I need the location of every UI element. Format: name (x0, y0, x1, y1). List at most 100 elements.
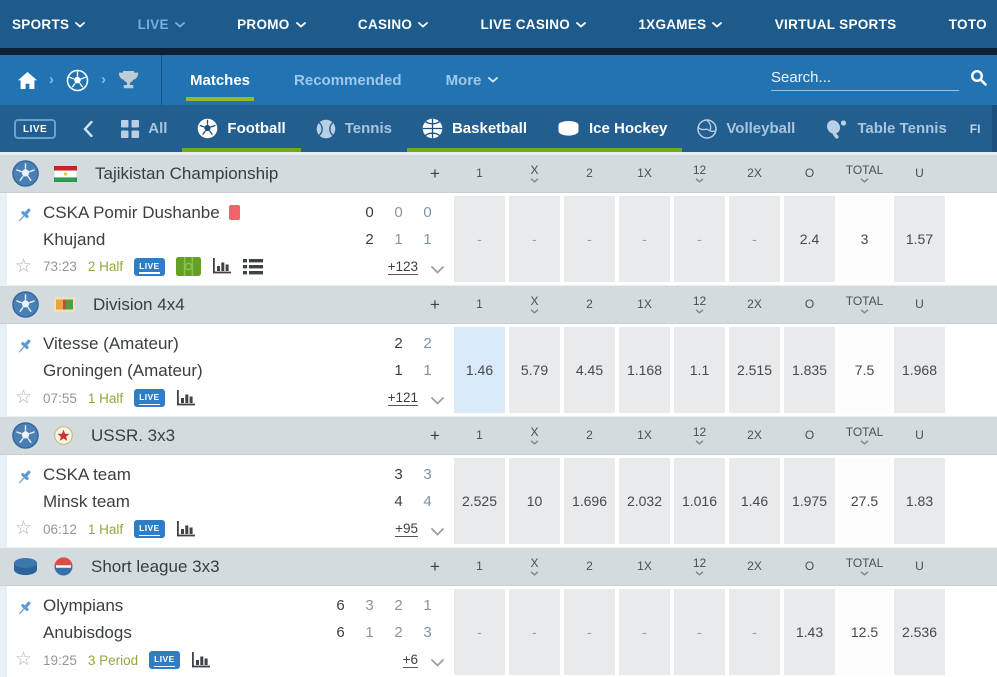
list-icon[interactable] (242, 258, 263, 275)
odds-cell-2x[interactable]: - (729, 196, 780, 282)
odds-col-header-2x[interactable]: 2X (727, 296, 782, 314)
chart-icon[interactable] (176, 389, 196, 407)
odds-col-header-1x[interactable]: 1X (617, 165, 672, 183)
chart-icon[interactable] (191, 651, 211, 669)
odds-cell-12[interactable]: - (674, 589, 725, 675)
odds-col-header-12[interactable]: 12 (672, 557, 727, 576)
odds-col-header-u[interactable]: U (892, 296, 947, 314)
expand-chevron-icon[interactable] (431, 266, 444, 274)
odds-cell-12[interactable]: - (674, 196, 725, 282)
odds-col-header-o[interactable]: O (782, 427, 837, 445)
odds-cell-1[interactable]: 2.525 (454, 458, 505, 544)
odds-col-header-12[interactable]: 12 (672, 426, 727, 445)
odds-cell-2[interactable]: - (564, 196, 615, 282)
odds-col-header-1[interactable]: 1 (452, 427, 507, 445)
odds-col-header-2x[interactable]: 2X (727, 558, 782, 576)
odds-cell-2[interactable]: 1.696 (564, 458, 615, 544)
odds-col-header-x[interactable]: X (507, 164, 562, 183)
odds-col-header-2[interactable]: 2 (562, 296, 617, 314)
odds-col-header-total[interactable]: TOTAL (837, 426, 892, 445)
odds-cell-1x[interactable]: 2.032 (619, 458, 670, 544)
football-icon[interactable] (66, 69, 89, 92)
pin-icon[interactable] (15, 468, 36, 489)
sport-tab-table-tennis[interactable]: Table Tennis (810, 105, 961, 152)
odds-cell-x[interactable]: 10 (509, 458, 560, 544)
search-input[interactable] (771, 69, 970, 86)
odds-col-header-12[interactable]: 12 (672, 164, 727, 183)
home-icon[interactable] (18, 71, 37, 89)
nav-item-casino[interactable]: CASINO (358, 17, 429, 32)
odds-cell-u[interactable]: 1.57 (894, 196, 945, 282)
tab-recommended[interactable]: Recommended (272, 55, 424, 105)
sport-tab-ice-hockey[interactable]: Ice Hockey (542, 105, 683, 152)
tab-matches[interactable]: Matches (168, 55, 272, 105)
expand-odds-link[interactable]: +6 (402, 652, 418, 668)
expand-chevron-icon[interactable] (431, 528, 444, 536)
odds-col-header-o[interactable]: O (782, 558, 837, 576)
tab-more[interactable]: More (424, 55, 521, 105)
odds-col-header-u[interactable]: U (892, 427, 947, 445)
pin-icon[interactable] (15, 599, 36, 620)
odds-cell-2[interactable]: - (564, 589, 615, 675)
odds-cell-1[interactable]: - (454, 196, 505, 282)
odds-cell-x[interactable]: - (509, 589, 560, 675)
trophy-icon[interactable] (118, 70, 139, 90)
odds-cell-1[interactable]: - (454, 589, 505, 675)
scroll-right-icon[interactable] (984, 105, 997, 152)
expand-chevron-icon[interactable] (431, 659, 444, 667)
odds-cell-u[interactable]: 2.536 (894, 589, 945, 675)
add-markets-button[interactable]: + (430, 556, 440, 576)
sport-tab-all[interactable]: All (106, 105, 182, 152)
nav-item-live-casino[interactable]: LIVE CASINO (480, 17, 586, 32)
odds-col-header-2x[interactable]: 2X (727, 427, 782, 445)
field-icon[interactable] (175, 257, 201, 276)
nav-item-1xgames[interactable]: 1XGAMES (638, 17, 723, 32)
odds-col-header-2[interactable]: 2 (562, 558, 617, 576)
odds-col-header-x[interactable]: X (507, 557, 562, 576)
odds-cell-1x[interactable]: 1.168 (619, 327, 670, 413)
expand-odds-link[interactable]: +95 (395, 521, 418, 537)
odds-col-header-1[interactable]: 1 (452, 558, 507, 576)
odds-col-header-1[interactable]: 1 (452, 296, 507, 314)
odds-cell-1x[interactable]: - (619, 589, 670, 675)
add-markets-button[interactable]: + (430, 294, 440, 314)
odds-cell-u[interactable]: 1.83 (894, 458, 945, 544)
odds-col-header-u[interactable]: U (892, 165, 947, 183)
search-icon[interactable] (970, 69, 987, 86)
odds-cell-12[interactable]: 1.016 (674, 458, 725, 544)
live-stream-badge[interactable]: LIVE (134, 520, 165, 538)
odds-cell-x[interactable]: 5.79 (509, 327, 560, 413)
odds-cell-2x[interactable]: 2.515 (729, 327, 780, 413)
expand-chevron-icon[interactable] (431, 397, 444, 405)
odds-col-header-x[interactable]: X (507, 426, 562, 445)
nav-item-sports[interactable]: SPORTS (12, 17, 86, 32)
odds-col-header-x[interactable]: X (507, 295, 562, 314)
sport-tab-volleyball[interactable]: Volleyball (682, 105, 810, 152)
odds-col-header-2[interactable]: 2 (562, 427, 617, 445)
add-markets-button[interactable]: + (430, 425, 440, 445)
odds-cell-o[interactable]: 1.975 (784, 458, 835, 544)
odds-col-header-12[interactable]: 12 (672, 295, 727, 314)
live-stream-badge[interactable]: LIVE (134, 389, 165, 407)
chart-icon[interactable] (212, 258, 232, 275)
nav-item-toto[interactable]: TOTO (949, 17, 987, 32)
odds-col-header-1x[interactable]: 1X (617, 296, 672, 314)
expand-odds-link[interactable]: +123 (387, 259, 418, 275)
odds-cell-2x[interactable]: 1.46 (729, 458, 780, 544)
odds-cell-u[interactable]: 1.968 (894, 327, 945, 413)
pin-icon[interactable] (15, 206, 36, 227)
odds-cell-1[interactable]: 1.46 (454, 327, 505, 413)
odds-cell-total[interactable]: 12.5 (839, 589, 890, 675)
search-box[interactable] (771, 69, 987, 91)
sport-tab-basketball[interactable]: Basketball (406, 105, 543, 152)
favorite-star-icon[interactable]: ☆ (15, 518, 33, 539)
odds-col-header-2x[interactable]: 2X (727, 165, 782, 183)
nav-item-virtual-sports[interactable]: VIRTUAL SPORTS (775, 17, 897, 32)
favorite-star-icon[interactable]: ☆ (15, 387, 33, 408)
sport-tab-tennis[interactable]: Tennis (301, 105, 407, 152)
odds-cell-1x[interactable]: - (619, 196, 670, 282)
odds-cell-2x[interactable]: - (729, 589, 780, 675)
odds-col-header-1[interactable]: 1 (452, 165, 507, 183)
odds-col-header-total[interactable]: TOTAL (837, 295, 892, 314)
chart-icon[interactable] (176, 520, 196, 538)
